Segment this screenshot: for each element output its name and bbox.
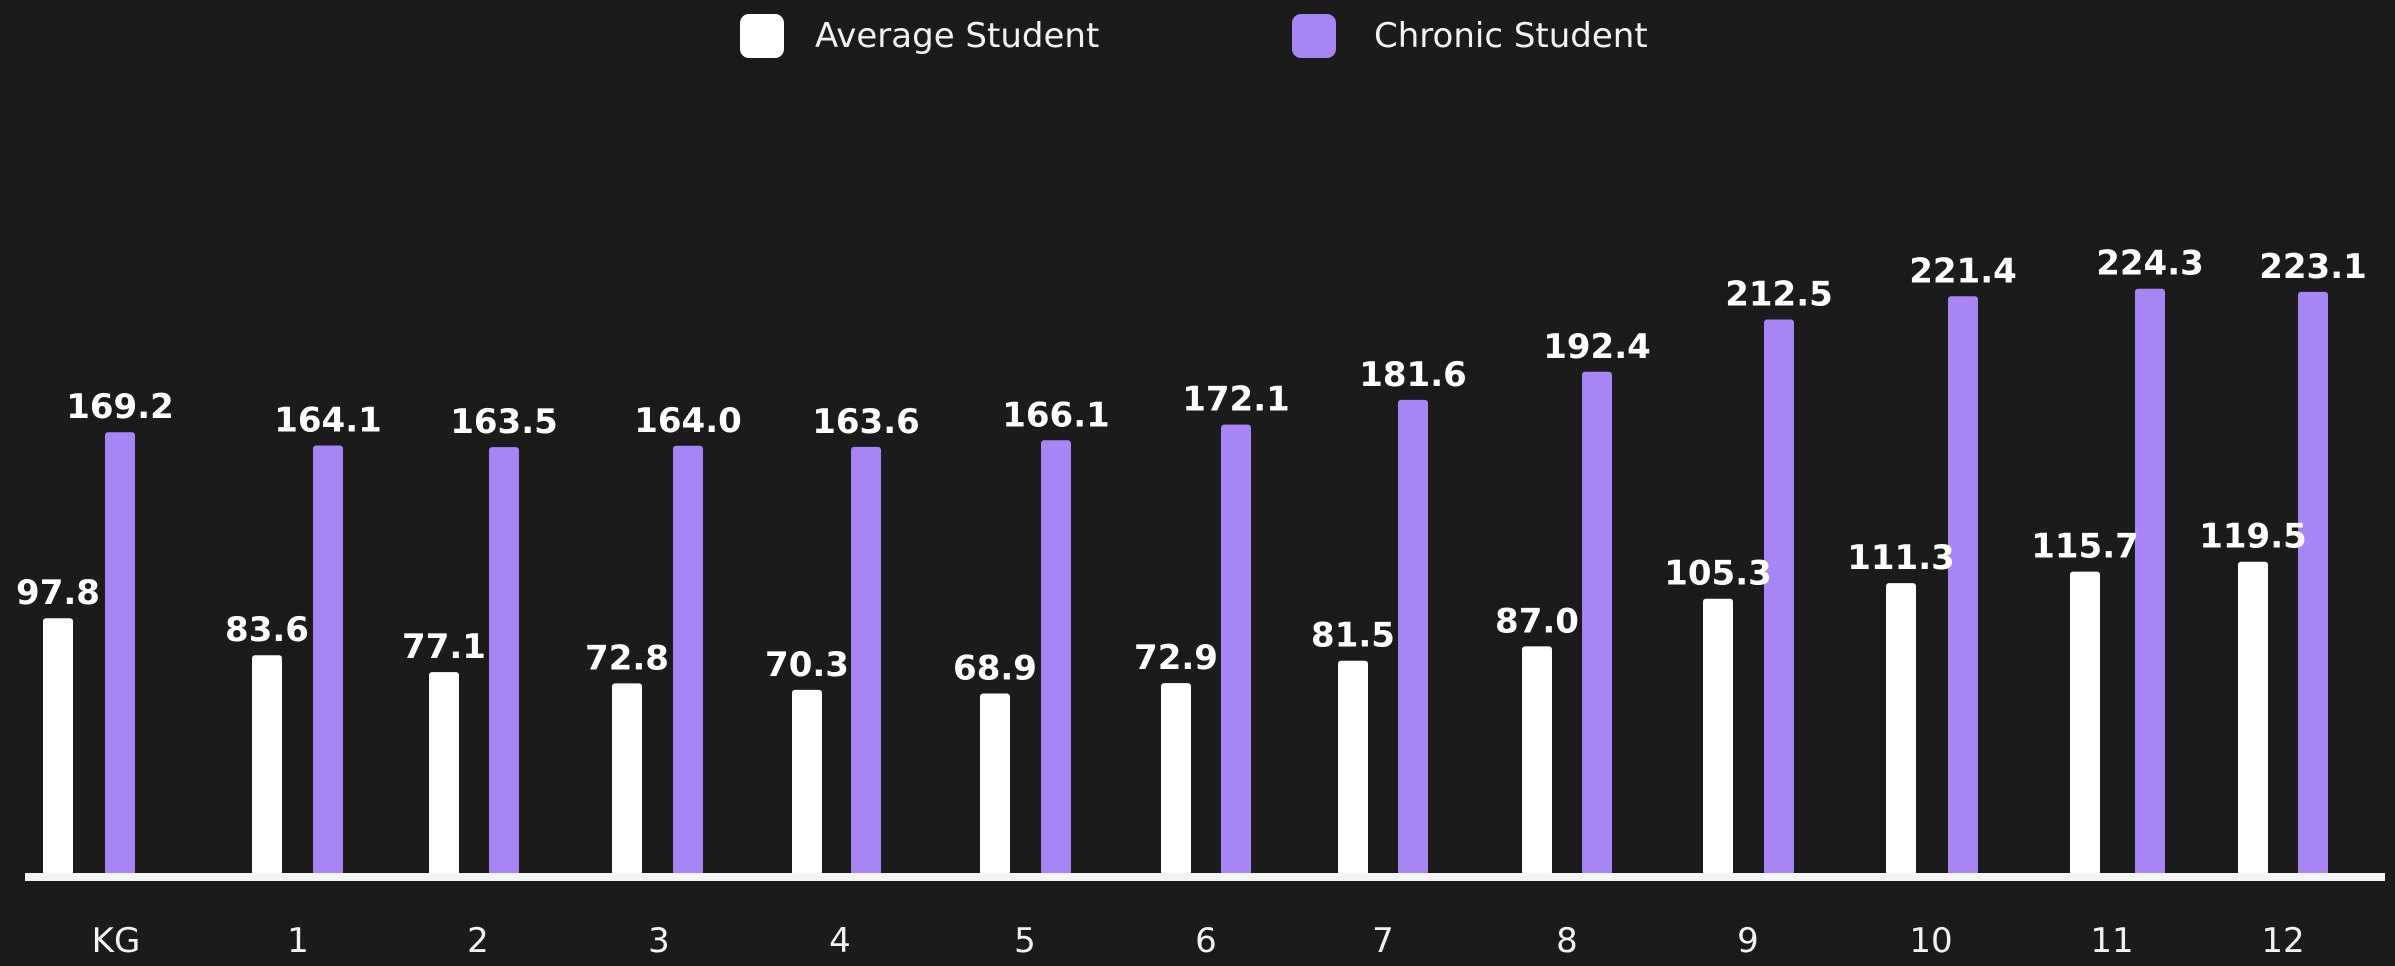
x-tick-label-12: 12: [2261, 921, 2304, 961]
x-tick-label-kg: KG: [92, 921, 141, 961]
legend-label-chronic-student: Chronic Student: [1374, 16, 1648, 56]
value-label-chronic-student-7: 181.6: [1359, 355, 1467, 395]
value-label-chronic-student-1: 164.1: [274, 401, 382, 441]
value-label-average-student-2: 77.1: [402, 627, 486, 667]
x-axis-ticks: KG 1 2 3 4 5 6 7 8 9 10 11 12: [92, 921, 2305, 961]
bar-chronic-student-5: [1041, 440, 1071, 875]
x-tick-label-1: 1: [287, 921, 309, 961]
bar-chronic-student-12: [2298, 291, 2328, 876]
bar-chronic-student-2: [489, 447, 519, 875]
value-label-chronic-student-3: 164.0: [634, 401, 742, 441]
bar-average-student-kg: [43, 618, 73, 875]
x-tick-label-2: 2: [467, 921, 489, 961]
legend-swatch-chronic-student: [1292, 14, 1336, 58]
bar-chronic-student-9: [1764, 319, 1794, 875]
value-label-average-student-kg: 97.8: [16, 573, 100, 613]
bar-average-student-5: [980, 693, 1010, 875]
bar-chronic-student-11: [2135, 288, 2165, 875]
x-tick-label-8: 8: [1556, 921, 1578, 961]
x-tick-label-6: 6: [1195, 921, 1217, 961]
value-label-chronic-student-5: 166.1: [1002, 395, 1110, 435]
value-label-average-student-9: 105.3: [1664, 554, 1772, 594]
value-label-chronic-student-6: 172.1: [1182, 380, 1290, 420]
bar-chronic-student-7: [1398, 399, 1428, 875]
bar-chronic-student-kg: [105, 432, 135, 875]
x-tick-label-11: 11: [2090, 921, 2133, 961]
bar-average-student-6: [1161, 683, 1191, 875]
legend-item-chronic-student: Chronic Student: [1292, 14, 1648, 58]
bar-chronic-student-6: [1221, 424, 1251, 875]
bar-chronic-student-4: [851, 446, 881, 875]
bar-chronic-student-3: [673, 445, 703, 875]
x-tick-label-4: 4: [829, 921, 851, 961]
bar-average-student-7: [1338, 660, 1368, 875]
x-tick-label-10: 10: [1909, 921, 1952, 961]
x-tick-label-3: 3: [648, 921, 670, 961]
value-label-chronic-student-2: 163.5: [450, 402, 558, 442]
bar-average-student-2: [429, 672, 459, 875]
bars: [43, 288, 2328, 876]
value-labels: 97.8 83.6 77.1 72.8 70.3 68.9 72.9 81.5 87.0 105.…: [16, 244, 2367, 689]
value-label-chronic-student-12: 223.1: [2259, 247, 2367, 287]
value-label-chronic-student-kg: 169.2: [66, 387, 174, 427]
bar-average-student-8: [1522, 646, 1552, 875]
bar-average-student-9: [1703, 598, 1733, 875]
bar-average-student-11: [2070, 571, 2100, 875]
value-label-chronic-student-11: 224.3: [2096, 244, 2204, 284]
bar-average-student-10: [1886, 583, 1916, 875]
legend-label-average-student: Average Student: [815, 16, 1099, 56]
value-label-average-student-6: 72.9: [1134, 638, 1218, 678]
value-label-chronic-student-9: 212.5: [1725, 274, 1833, 314]
value-label-average-student-11: 115.7: [2031, 527, 2139, 567]
legend-item-average-student: Average Student: [740, 14, 1099, 58]
value-label-average-student-12: 119.5: [2199, 517, 2307, 557]
value-label-average-student-1: 83.6: [225, 610, 309, 650]
value-label-average-student-7: 81.5: [1311, 616, 1395, 656]
x-tick-label-7: 7: [1372, 921, 1394, 961]
value-label-average-student-4: 70.3: [765, 645, 849, 685]
x-tick-label-5: 5: [1014, 921, 1036, 961]
x-tick-label-9: 9: [1737, 921, 1759, 961]
value-label-average-student-10: 111.3: [1847, 538, 1955, 578]
value-label-average-student-5: 68.9: [953, 649, 1037, 689]
value-label-average-student-8: 87.0: [1495, 601, 1579, 641]
bar-chronic-student-10: [1948, 296, 1978, 875]
value-label-chronic-student-4: 163.6: [812, 402, 920, 442]
bar-average-student-12: [2238, 561, 2268, 875]
bar-chronic-student-8: [1582, 371, 1612, 875]
bar-average-student-4: [792, 689, 822, 875]
value-label-chronic-student-8: 192.4: [1543, 327, 1651, 367]
legend: Average Student Chronic Student: [740, 14, 1648, 58]
bar-chronic-student-1: [313, 445, 343, 875]
value-label-chronic-student-10: 221.4: [1909, 251, 2017, 291]
legend-swatch-average-student: [740, 14, 784, 58]
bar-average-student-3: [612, 683, 642, 875]
bar-average-student-1: [252, 655, 282, 875]
value-label-average-student-3: 72.8: [585, 638, 669, 678]
